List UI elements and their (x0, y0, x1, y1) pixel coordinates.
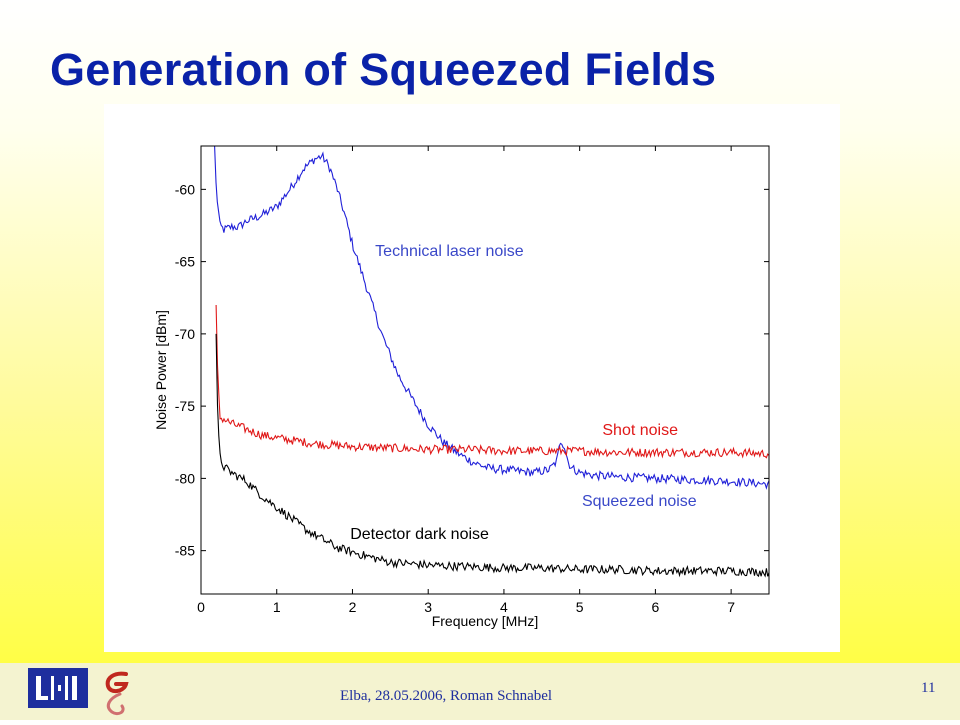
annotation-detector-dark-noise: Detector dark noise (350, 526, 489, 543)
x-tick-label: 6 (652, 599, 660, 615)
footer-band (0, 663, 960, 720)
x-tick-label: 1 (273, 599, 281, 615)
x-tick-label: 7 (727, 599, 735, 615)
axes-box (200, 145, 770, 595)
slide-title: Generation of Squeezed Fields (50, 44, 717, 95)
y-tick-label: -65 (175, 254, 195, 270)
annotation-squeezed-noise: Squeezed noise (582, 493, 697, 510)
footer-text: Elba, 28.05.2006, Roman Schnabel (340, 688, 553, 704)
series-line-dark (215, 333, 770, 578)
plot-panel: 0 1 2 3 4 5 6 7 -85 -80 -75 -70 -65 -60 Frequency [MH… (104, 104, 840, 652)
institute-logo (28, 668, 88, 708)
series-line-shot (215, 304, 770, 459)
x-tick-label: 4 (500, 599, 508, 615)
society-logo (96, 668, 140, 720)
x-tick-label: 5 (576, 599, 584, 615)
series-line-technical (214, 145, 770, 490)
noise-power-chart: 0 1 2 3 4 5 6 7 -85 -80 -75 -70 -65 -60 Frequency [MH… (153, 145, 770, 629)
annotation-technical-laser-noise: Technical laser noise (375, 243, 524, 260)
x-tick-label: 0 (197, 599, 205, 615)
y-tick-label: -80 (175, 470, 195, 486)
y-tick-label: -75 (175, 398, 195, 414)
annotation-shot-noise: Shot noise (602, 422, 678, 439)
x-axis-label: Frequency [MHz] (432, 613, 539, 629)
y-tick-label: -60 (175, 181, 195, 197)
page-number: 11 (921, 680, 936, 696)
plot-lines-group (214, 145, 770, 578)
x-tick-label: 2 (349, 599, 357, 615)
y-axis-label: Noise Power [dBm] (153, 310, 169, 430)
x-tick-label: 3 (424, 599, 432, 615)
y-tick-label: -85 (175, 543, 195, 559)
y-tick-label: -70 (175, 326, 195, 342)
ticks-group: 0 1 2 3 4 5 6 7 -85 -80 -75 -70 -65 -60 (175, 146, 769, 615)
